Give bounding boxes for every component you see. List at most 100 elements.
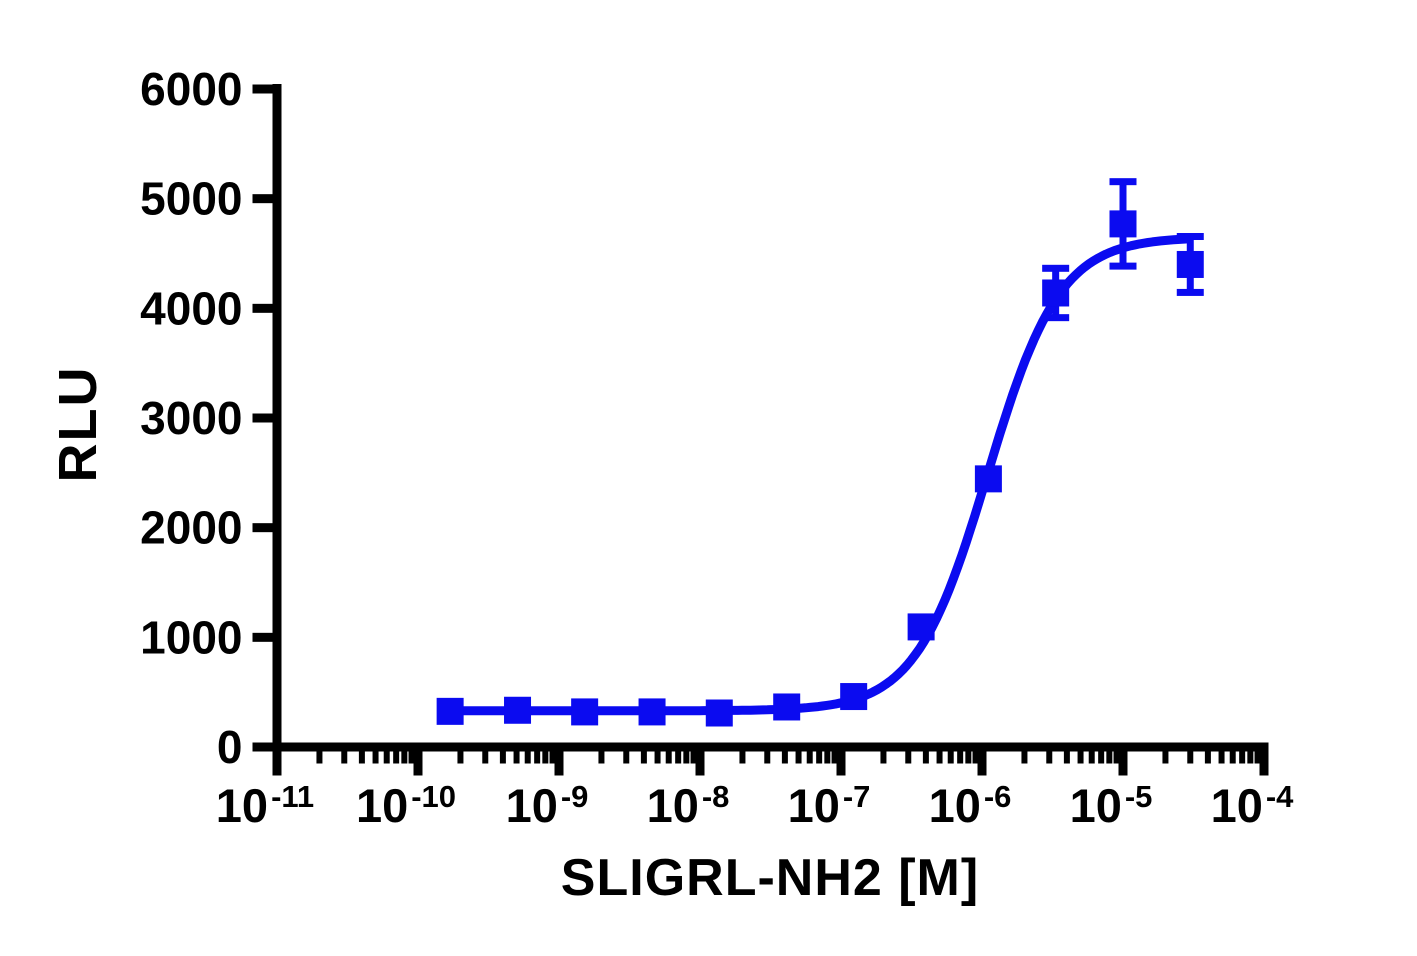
y-tick-label: 3000 [140,392,242,444]
fit-curve [445,234,1191,716]
data-point-marker [571,698,599,726]
data-point-marker [974,465,1002,493]
x-minor-tick [824,751,831,764]
y-tick [252,742,273,752]
x-minor-tick [739,751,746,764]
error-bar-cap [1176,288,1204,296]
x-major-tick [1118,751,1128,776]
x-major-tick [272,751,282,776]
x-minor-tick [341,751,348,764]
x-minor-tick [1113,751,1120,764]
x-tick-label: 10-9 [506,779,589,832]
x-minor-tick [372,751,379,764]
x-minor-tick [623,751,630,764]
x-minor-tick [358,751,365,764]
x-minor-tick [1046,751,1053,764]
error-bar-cap [1176,233,1204,241]
data-point-marker [638,698,666,726]
x-minor-tick [1021,751,1028,764]
error-bar-cap [1109,178,1137,186]
x-tick-label: 10-8 [647,779,730,832]
x-major-tick [413,751,423,776]
x-minor-tick [683,751,690,764]
x-major-tick [1259,751,1269,776]
x-minor-tick [1088,751,1095,764]
x-minor-tick [831,751,838,764]
x-minor-tick [401,751,408,764]
error-bar-cap [1042,314,1070,322]
x-minor-tick [383,751,390,764]
x-tick-label: 10-7 [788,779,871,832]
data-point-marker [773,693,801,721]
x-minor-tick [542,751,549,764]
x-minor-tick [534,751,541,764]
x-minor-tick [806,751,813,764]
data-point-marker [1176,250,1204,278]
error-bar-cap [1042,264,1070,272]
x-minor-tick [795,751,802,764]
x-minor-tick [936,751,943,764]
y-tick [252,194,273,204]
x-minor-tick [690,751,697,764]
x-tick-label: 10-11 [216,779,314,832]
data-point-marker [1109,210,1137,238]
y-tick [252,523,273,533]
x-tick-label: 10-5 [1070,779,1153,832]
y-tick [252,303,273,313]
data-point-marker [907,613,935,641]
y-tick-label: 0 [217,721,243,773]
x-axis-line [272,742,1269,752]
data-point-marker [504,696,532,724]
x-minor-tick [1204,751,1211,764]
x-minor-tick [665,751,672,764]
x-minor-tick [880,751,887,764]
x-minor-tick [393,751,400,764]
x-minor-tick [1063,751,1070,764]
x-minor-tick [408,751,415,764]
y-tick-label: 1000 [140,611,242,663]
x-minor-tick [816,751,823,764]
x-minor-tick [1229,751,1236,764]
x-minor-tick [482,751,489,764]
x-minor-tick [549,751,556,764]
x-minor-tick [1162,751,1169,764]
x-minor-tick [781,751,788,764]
x-minor-tick [922,751,929,764]
x-minor-tick [957,751,964,764]
y-tick-label: 4000 [140,282,242,334]
x-axis-title: SLIGRL-NH2 [M] [560,849,980,907]
x-minor-tick [764,751,771,764]
y-tick [252,84,273,94]
x-major-tick [554,751,564,776]
x-minor-tick [947,751,954,764]
x-minor-tick [499,751,506,764]
y-tick [252,413,273,423]
x-minor-tick [1106,751,1113,764]
x-minor-tick [1239,751,1246,764]
y-axis-title: RLU [48,365,108,483]
x-minor-tick [965,751,972,764]
x-minor-tick [1098,751,1105,764]
x-major-tick [977,751,987,776]
x-minor-tick [1077,751,1084,764]
x-minor-tick [457,751,464,764]
x-major-tick [836,751,846,776]
y-tick-label: 6000 [140,63,242,115]
data-point-marker [436,697,464,725]
y-tick [252,632,273,642]
x-minor-tick [316,751,323,764]
x-minor-tick [905,751,912,764]
y-tick-label: 2000 [140,502,242,554]
x-minor-tick [1254,751,1261,764]
x-minor-tick [675,751,682,764]
x-minor-tick [640,751,647,764]
x-tick-label: 10-10 [356,779,456,832]
error-bar-cap [1109,262,1137,270]
x-minor-tick [1218,751,1225,764]
y-tick-label: 5000 [140,173,242,225]
x-major-tick [695,751,705,776]
x-minor-tick [513,751,520,764]
data-point-marker [705,699,733,727]
